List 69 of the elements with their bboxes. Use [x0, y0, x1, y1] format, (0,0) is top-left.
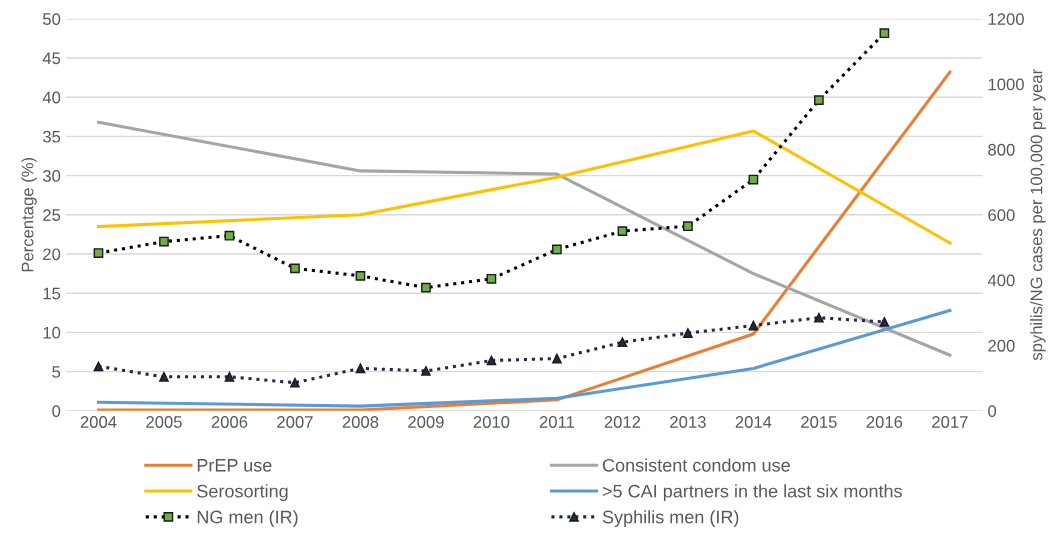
- y2-tick-label: 1000: [988, 78, 1024, 91]
- y2-axis-title: spyhilis/NG cases per 100,000 per year: [1030, 69, 1046, 361]
- x-tick-label: 2014: [735, 416, 772, 428]
- point: [486, 355, 497, 366]
- x-tick-label: 2005: [146, 416, 182, 428]
- point: [879, 28, 890, 39]
- y2-tick-label: 400: [987, 274, 1015, 287]
- legend-label: Serosorting: [197, 484, 288, 502]
- point: [355, 271, 366, 281]
- point: [552, 353, 562, 364]
- point: [224, 371, 235, 382]
- legend-label: Consistent condom use: [602, 458, 790, 472]
- y2-tick-label: 0: [988, 405, 997, 418]
- y2-tick-label: 200: [988, 339, 1015, 352]
- line-series: [96, 120, 952, 357]
- line-series: [96, 308, 952, 408]
- x-tick-label: 2006: [211, 416, 248, 428]
- point: [683, 328, 693, 338]
- legend-label: PrEP use: [197, 459, 272, 472]
- y-tick-label: 25: [43, 209, 61, 221]
- y-tick-label: 50: [42, 13, 61, 25]
- point: [224, 230, 235, 241]
- point: [159, 371, 169, 382]
- x-tick-label: 2010: [473, 416, 510, 428]
- x-tick-label: 2013: [670, 416, 706, 428]
- y-axis-title: Percentage (%): [21, 157, 37, 272]
- point: [683, 221, 693, 232]
- y-tick-label: 20: [43, 248, 61, 261]
- point: [421, 282, 431, 293]
- y-tick-label: 0: [52, 405, 61, 418]
- legend-label: Syphilis men (IR): [602, 510, 739, 527]
- point: [290, 377, 300, 388]
- x-tick-label: 2011: [539, 416, 575, 428]
- y-tick-label: 40: [42, 91, 61, 104]
- point: [290, 263, 300, 274]
- point: [617, 226, 628, 236]
- y-tick-label: 15: [43, 287, 61, 300]
- y-tick-label: 30: [42, 170, 61, 182]
- y-tick-label: 10: [43, 326, 61, 339]
- x-tick-label: 2015: [801, 416, 837, 428]
- y2-tick-label: 800: [988, 143, 1015, 156]
- x-tick-label: 2012: [604, 416, 641, 428]
- x-tick-label: 2016: [866, 416, 903, 428]
- legend-label: >5 CAI partners in the last six months: [602, 484, 902, 502]
- point: [879, 317, 890, 327]
- y-tick-label: 45: [42, 52, 61, 65]
- x-tick-label: 2017: [932, 416, 968, 428]
- point: [93, 248, 104, 258]
- point: [159, 236, 169, 247]
- x-tick-label: 2009: [408, 416, 444, 428]
- point: [93, 361, 104, 372]
- point: [355, 363, 366, 374]
- y-tick-label: 5: [52, 366, 61, 378]
- point: [748, 320, 759, 331]
- x-tick-label: 2008: [342, 416, 379, 428]
- point: [421, 366, 431, 376]
- x-tick-label: 2004: [80, 416, 117, 428]
- line-series: [96, 129, 952, 245]
- point: [814, 312, 824, 323]
- y-tick-label: 35: [42, 130, 61, 143]
- point: [552, 244, 562, 255]
- y2-tick-label: 1200: [988, 13, 1024, 25]
- point: [814, 95, 824, 105]
- point: [486, 273, 497, 284]
- point: [617, 337, 628, 348]
- x-tick-label: 2007: [277, 416, 313, 428]
- legend-label: NG men (IR): [197, 510, 298, 527]
- line-series: [96, 70, 952, 411]
- y2-tick-label: 600: [988, 209, 1015, 221]
